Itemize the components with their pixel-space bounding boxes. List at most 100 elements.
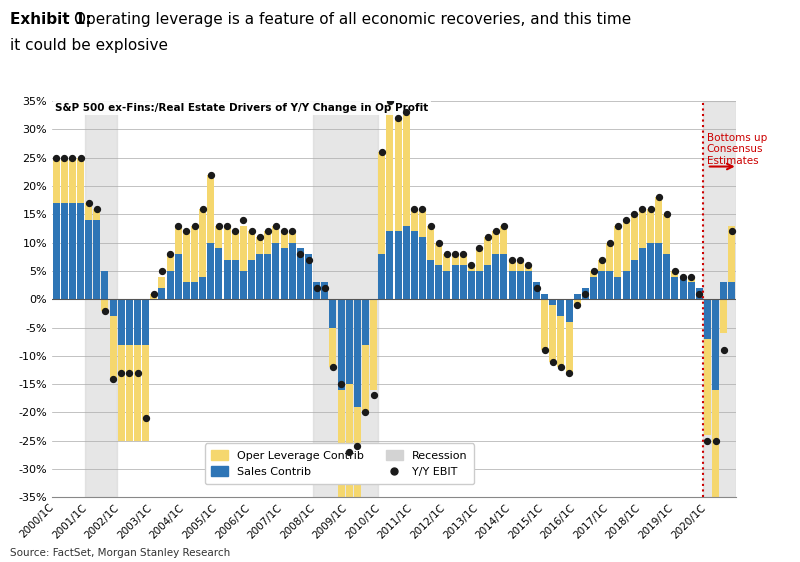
Bar	[574, 293, 581, 299]
Bar	[598, 260, 605, 299]
Bar	[729, 282, 735, 299]
Bar	[264, 232, 271, 299]
Point	[554, 362, 567, 371]
Bar	[297, 248, 304, 299]
Bar	[313, 288, 320, 299]
Bar	[688, 282, 694, 299]
Point	[473, 244, 486, 253]
Bar	[647, 209, 654, 299]
Bar	[427, 260, 434, 299]
Bar	[614, 277, 622, 299]
Point	[50, 153, 62, 162]
Bar	[232, 232, 238, 299]
Bar	[126, 299, 133, 441]
Bar	[248, 232, 255, 299]
Point	[530, 283, 543, 292]
Point	[286, 227, 298, 236]
Bar	[313, 282, 320, 299]
Bar	[712, 299, 719, 390]
Bar	[256, 237, 263, 299]
Bar	[322, 288, 328, 299]
Bar	[468, 265, 475, 299]
Point	[726, 227, 738, 236]
Point	[408, 204, 421, 213]
Bar	[525, 271, 532, 299]
Bar	[419, 209, 426, 299]
Bar	[452, 265, 458, 299]
Point	[213, 221, 226, 230]
Bar	[183, 282, 190, 299]
Point	[710, 436, 722, 445]
Bar	[362, 299, 369, 413]
Bar	[215, 226, 222, 299]
Bar	[354, 299, 361, 549]
Bar	[370, 299, 377, 390]
Bar	[509, 260, 515, 299]
Point	[237, 216, 250, 225]
Point	[375, 148, 388, 157]
Bar	[484, 237, 491, 299]
Bar	[574, 299, 581, 305]
Point	[270, 221, 282, 230]
Point	[571, 301, 584, 310]
Bar	[150, 293, 158, 299]
Bar	[517, 260, 524, 299]
Point	[685, 272, 698, 281]
Bar	[688, 277, 694, 299]
Bar	[598, 271, 605, 299]
Bar	[264, 254, 271, 299]
Bar	[240, 271, 247, 299]
Bar	[110, 299, 117, 316]
Point	[326, 362, 339, 371]
Bar	[696, 293, 703, 299]
Point	[611, 221, 624, 230]
Point	[506, 255, 518, 264]
Point	[522, 261, 534, 270]
Bar	[273, 226, 279, 299]
Point	[465, 261, 478, 270]
Bar	[590, 271, 597, 299]
Bar	[541, 299, 548, 350]
Bar	[582, 288, 589, 299]
Point	[652, 193, 665, 202]
Bar	[704, 299, 711, 435]
Point	[620, 216, 633, 225]
Bar	[680, 277, 686, 299]
Bar	[680, 277, 686, 299]
Point	[490, 227, 502, 236]
Point	[66, 153, 78, 162]
Bar	[281, 248, 287, 299]
Bar	[639, 248, 646, 299]
Text: S&P 500 ex-Fins:/Real Estate Drivers of Y/Y Change in Op Profit: S&P 500 ex-Fins:/Real Estate Drivers of …	[55, 103, 429, 113]
Bar	[435, 243, 442, 299]
Bar	[102, 271, 108, 299]
Bar	[394, 232, 402, 299]
Point	[416, 204, 429, 213]
Point	[106, 374, 119, 383]
Bar	[94, 209, 100, 299]
Bar	[663, 214, 670, 299]
Point	[669, 266, 682, 275]
Point	[383, 97, 396, 106]
Bar	[655, 243, 662, 299]
Bar	[696, 288, 703, 299]
Bar	[118, 299, 125, 441]
Bar	[142, 299, 149, 345]
Bar	[85, 203, 92, 299]
Bar	[606, 243, 614, 299]
Bar	[53, 158, 59, 299]
Bar	[402, 226, 410, 299]
Bar	[142, 299, 149, 441]
Bar	[386, 101, 394, 299]
Bar	[207, 175, 214, 299]
Bar	[419, 237, 426, 299]
Point	[254, 233, 266, 242]
Text: it could be explosive: it could be explosive	[10, 38, 168, 53]
Bar	[69, 158, 76, 299]
Bar	[126, 299, 133, 345]
Bar	[712, 299, 719, 525]
Bar	[411, 209, 418, 299]
Text: Bottoms up
Consensus
Estimates: Bottoms up Consensus Estimates	[707, 133, 767, 166]
Bar	[671, 271, 678, 299]
Bar	[232, 260, 238, 299]
